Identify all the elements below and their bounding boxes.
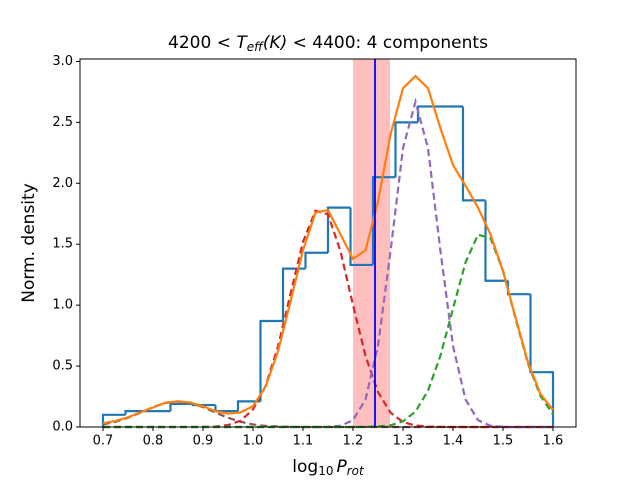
x-tick-label: 1.2	[343, 434, 364, 449]
plot-frame	[79, 58, 577, 428]
x-tick-label: 1.5	[493, 434, 514, 449]
histogram-bin	[506, 280, 531, 296]
histogram-bin	[349, 207, 373, 267]
y-axis-label: Norm. density	[19, 183, 39, 303]
histogram-bin	[529, 294, 555, 427]
histogram-bin	[214, 405, 238, 413]
histogram-bin	[236, 400, 261, 412]
x-tick-label: 1.3	[393, 434, 414, 449]
shaded-span	[353, 59, 390, 427]
chart-title: 4200 < Teff(K) < 4400: 4 components	[168, 33, 488, 54]
histogram-bin	[394, 121, 418, 178]
x-axis-label-part: 10	[318, 464, 333, 478]
total-curve	[102, 74, 554, 425]
histogram-bin	[461, 106, 486, 202]
chart-title-part: (K)	[263, 33, 287, 53]
histogram-bin	[169, 402, 193, 412]
y-tick-label: 0.0	[52, 420, 73, 435]
y-tick-label: 1.5	[52, 237, 73, 252]
histogram-bin	[124, 410, 148, 415]
x-tick-label: 0.8	[143, 434, 164, 449]
chart-title-part: < 4400: 4 components	[287, 33, 488, 53]
y-tick-label: 0.5	[52, 359, 73, 374]
x-tick-label: 0.9	[193, 434, 214, 449]
y-tick-label: 3.0	[52, 54, 73, 69]
y-tick-label: 2.5	[52, 115, 73, 130]
x-tick-label: 1.1	[293, 434, 314, 449]
histogram-bin	[259, 319, 283, 402]
x-tick-label: 1.4	[443, 434, 464, 449]
x-axis-label-part: P	[336, 457, 347, 477]
x-axis-label-part: log	[292, 457, 318, 477]
x-tick-label: 1.6	[543, 434, 564, 449]
chart-title-part: eff	[247, 40, 264, 54]
x-tick-label: 0.7	[93, 434, 114, 449]
y-tick-label: 1.0	[52, 298, 73, 313]
chart-title-part: T	[236, 33, 248, 53]
y-tick-label: 2.0	[52, 176, 73, 191]
chart-title-part: 4200 <	[168, 33, 236, 53]
x-axis-label: log10 Prot	[292, 457, 365, 478]
x-axis-label-part: rot	[347, 464, 365, 478]
histogram-bin	[326, 206, 351, 253]
histogram-bin	[484, 200, 508, 282]
histogram-bin	[371, 176, 396, 265]
x-tick-label: 1.0	[243, 434, 264, 449]
histogram-bin	[304, 251, 328, 269]
